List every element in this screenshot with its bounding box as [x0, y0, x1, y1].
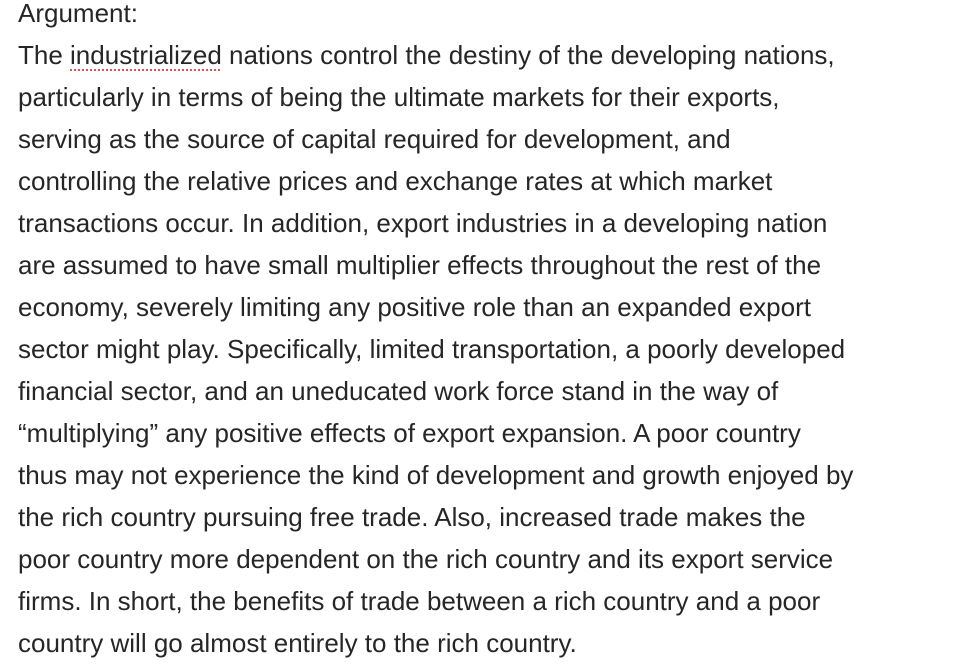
paragraph-line-7: economy, severely limiting any positive … [18, 292, 811, 322]
line-1-end: nations control the destiny of the devel… [221, 40, 835, 70]
argument-paragraph: The industrialized nations control the d… [18, 34, 968, 664]
paragraph-line-2: particularly in terms of being the ultim… [18, 82, 780, 112]
paragraph-line-4: controlling the relative prices and exch… [18, 166, 773, 196]
line-1-start: The [18, 40, 71, 70]
paragraph-line-11: thus may not experience the kind of deve… [18, 460, 854, 490]
paragraph-line-12: the rich country pursuing free trade. Al… [18, 502, 806, 532]
paragraph-line-5: transactions occur. In addition, export … [18, 208, 828, 238]
paragraph-line-14: firms. In short, the benefits of trade b… [18, 586, 821, 616]
paragraph-line-6: are assumed to have small multiplier eff… [18, 250, 822, 280]
document-body[interactable]: Argument: The industrialized nations con… [18, 0, 968, 664]
paragraph-line-10: “multiplying” any positive effects of ex… [18, 418, 801, 448]
paragraph-line-8: sector might play. Specifically, limited… [18, 334, 846, 364]
paragraph-line-9: financial sector, and an uneducated work… [18, 376, 779, 406]
argument-heading: Argument: [18, 0, 138, 28]
paragraph-line-3: serving as the source of capital require… [18, 124, 731, 154]
paragraph-line-13: poor country more dependent on the rich … [18, 544, 834, 574]
paragraph-line-15: country will go almost entirely to the r… [18, 628, 577, 658]
misspelled-word[interactable]: industrialized [70, 40, 222, 70]
paragraph-line-1: The industrialized nations control the d… [18, 34, 968, 76]
